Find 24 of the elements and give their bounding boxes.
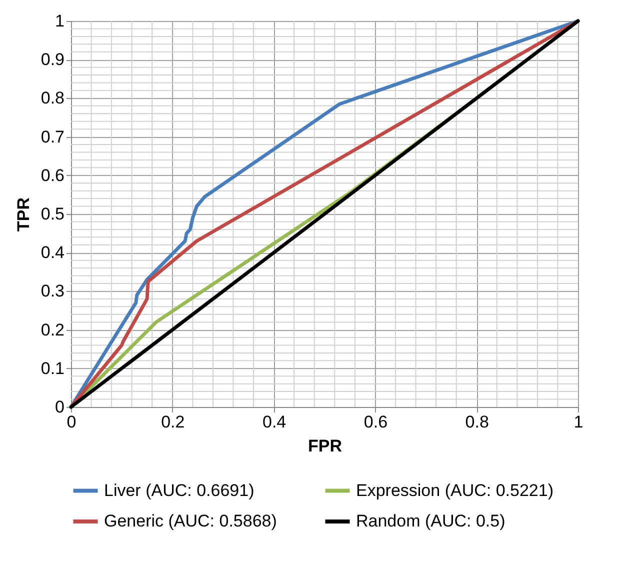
y-axis-title: TPR (14, 198, 33, 232)
y-tick-label: 0.4 (40, 243, 64, 262)
y-tick-label: 0.5 (40, 204, 64, 224)
y-tick-label: 0.7 (40, 127, 64, 146)
x-tick-label: 0.4 (262, 412, 286, 432)
y-tick-label: 0.6 (40, 166, 64, 185)
x-tick-label: 0.6 (364, 412, 388, 432)
y-tick-label: 0 (55, 398, 64, 416)
y-tick-label: 1 (55, 12, 64, 30)
y-tick-label: 0.2 (40, 320, 64, 340)
y-tick-label: 0.8 (40, 88, 64, 108)
y-tick-label: 0.1 (40, 358, 64, 378)
legend-label: Expression (AUC: 0.5221) (356, 480, 554, 500)
x-tick-label: 0.2 (161, 412, 185, 432)
y-tick-label: 0.3 (40, 282, 64, 301)
legend-label: Liver (AUC: 0.6691) (104, 480, 254, 500)
x-axis-title: FPR (308, 436, 342, 456)
line-series (69, 19, 580, 409)
x-tick-label: 0.8 (465, 412, 489, 432)
legend-label: Random (AUC: 0.5) (356, 512, 506, 530)
legend-label: Generic (AUC: 0.5868) (104, 512, 277, 530)
y-tick-label: 0.9 (40, 50, 64, 70)
x-tick-label: 0 (66, 412, 76, 432)
x-tick-label: 1 (574, 412, 584, 432)
